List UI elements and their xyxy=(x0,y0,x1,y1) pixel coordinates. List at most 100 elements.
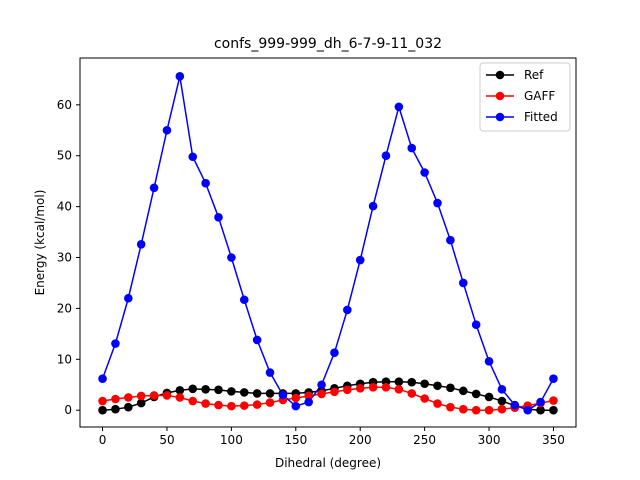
data-point-ref xyxy=(497,396,507,406)
x-tick-label: 200 xyxy=(349,433,372,447)
data-point-gaff xyxy=(549,396,558,405)
data-point-gaff xyxy=(304,391,313,401)
data-point-gaff xyxy=(214,400,223,410)
data-point-fitted xyxy=(420,168,429,177)
data-point-ref xyxy=(98,405,107,415)
data-point-gaff xyxy=(98,396,107,406)
data-point-ref xyxy=(252,389,262,398)
data-point-ref xyxy=(433,381,442,391)
data-point-gaff xyxy=(368,383,378,392)
data-point-gaff xyxy=(471,405,481,415)
data-point-fitted xyxy=(368,201,378,211)
x-tick-label: 250 xyxy=(413,433,436,447)
data-point-gaff xyxy=(136,391,146,401)
data-point-gaff xyxy=(124,393,133,402)
data-point-fitted xyxy=(188,152,198,162)
data-point-fitted xyxy=(252,335,262,345)
x-tick-label: 50 xyxy=(159,433,174,447)
y-axis: 0 10 20 30 40 50 60 xyxy=(57,98,80,417)
data-point-fitted xyxy=(484,357,494,366)
data-point-fitted xyxy=(239,295,249,305)
data-point-fitted xyxy=(291,401,301,411)
data-point-gaff xyxy=(162,391,172,400)
y-tick-label: 30 xyxy=(57,251,72,265)
data-point-gaff xyxy=(265,398,275,407)
data-point-ref xyxy=(201,385,210,394)
legend-marker-gaff xyxy=(495,91,505,101)
data-point-fitted xyxy=(433,198,442,208)
x-tick-label: 300 xyxy=(478,433,501,447)
data-point-ref xyxy=(484,392,494,402)
data-point-ref xyxy=(111,404,120,414)
data-point-fitted xyxy=(265,368,275,377)
data-point-ref xyxy=(407,377,417,387)
series-line-fitted xyxy=(101,75,555,411)
data-point-gaff xyxy=(484,405,494,415)
data-point-gaff xyxy=(291,393,301,403)
data-point-fitted xyxy=(471,320,481,330)
data-point-fitted xyxy=(136,239,146,249)
data-point-ref xyxy=(175,386,185,395)
y-tick-label: 20 xyxy=(57,301,72,315)
y-tick-label: 60 xyxy=(57,98,72,112)
data-point-ref xyxy=(124,402,133,412)
y-tick-label: 40 xyxy=(57,200,72,214)
data-point-fitted xyxy=(162,125,172,135)
data-point-gaff xyxy=(188,396,198,406)
y-axis-label: Energy (kcal/mol) xyxy=(33,190,47,296)
data-point-ref xyxy=(214,385,223,395)
y-tick-label: 0 xyxy=(64,403,72,417)
data-point-fitted xyxy=(549,374,558,383)
data-point-fitted xyxy=(536,397,545,407)
data-point-gaff xyxy=(446,402,455,412)
legend-label-fitted: Fitted xyxy=(524,110,558,124)
data-point-fitted xyxy=(446,235,455,245)
legend: Ref GAFF Fitted xyxy=(479,62,571,132)
y-tick-label: 10 xyxy=(57,352,72,366)
x-tick-label: 150 xyxy=(284,433,307,447)
data-point-gaff xyxy=(394,385,404,394)
data-point-ref xyxy=(136,398,146,408)
data-point-fitted xyxy=(214,213,223,222)
legend-marker-ref xyxy=(495,70,505,80)
series-markers xyxy=(98,72,558,415)
legend-label-gaff: GAFF xyxy=(524,89,555,103)
data-point-gaff xyxy=(317,389,326,399)
data-point-fitted xyxy=(111,339,120,348)
data-point-ref xyxy=(536,405,545,415)
data-point-fitted xyxy=(278,390,288,400)
data-point-gaff xyxy=(497,404,507,414)
data-point-fitted xyxy=(330,348,339,357)
data-point-fitted xyxy=(497,385,507,394)
x-tick-label: 350 xyxy=(542,433,565,447)
data-point-gaff xyxy=(149,391,159,400)
data-point-fitted xyxy=(343,305,352,315)
data-point-gaff xyxy=(355,384,365,393)
data-point-ref xyxy=(239,388,249,397)
data-point-fitted xyxy=(175,72,185,81)
data-point-ref xyxy=(549,405,558,415)
data-point-fitted xyxy=(510,400,520,410)
data-point-gaff xyxy=(227,401,236,411)
data-point-fitted xyxy=(304,397,313,407)
data-point-fitted xyxy=(227,253,236,262)
data-point-fitted xyxy=(407,143,417,153)
legend-label-ref: Ref xyxy=(524,68,544,82)
data-point-ref xyxy=(394,377,404,387)
chart-title: confs_999-999_dh_6-7-9-11_032 xyxy=(214,36,442,52)
legend-marker-fitted xyxy=(495,112,505,122)
data-point-ref xyxy=(227,387,236,396)
data-point-ref xyxy=(420,379,429,389)
data-point-gaff xyxy=(420,394,429,403)
x-axis: 0 50 100 150 200 250 300 350 xyxy=(99,427,565,447)
data-point-fitted xyxy=(124,293,133,303)
data-point-gaff xyxy=(433,399,442,408)
data-point-fitted xyxy=(458,278,468,288)
data-point-gaff xyxy=(201,399,210,408)
data-point-gaff xyxy=(239,401,249,410)
data-point-fitted xyxy=(149,183,159,193)
data-point-fitted xyxy=(394,102,404,112)
data-point-gaff xyxy=(252,400,262,409)
data-point-fitted xyxy=(201,178,210,188)
